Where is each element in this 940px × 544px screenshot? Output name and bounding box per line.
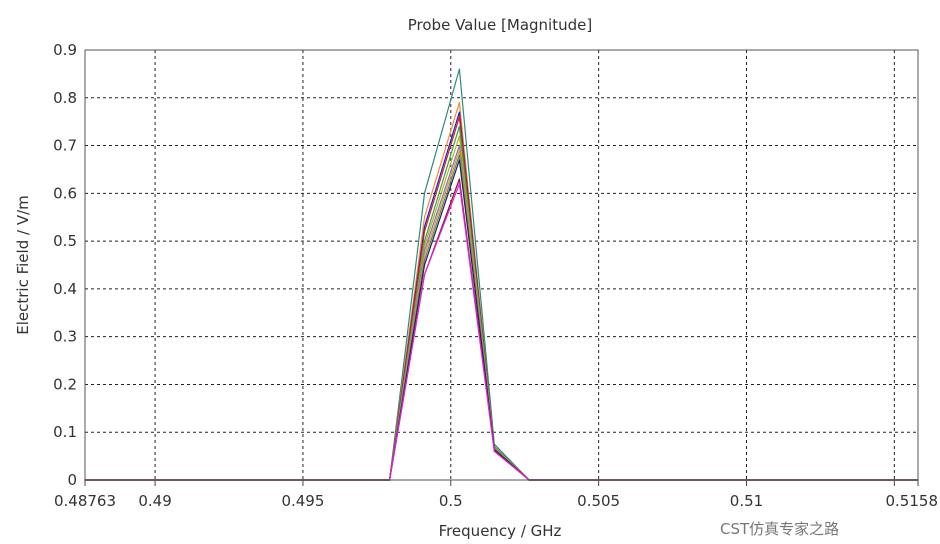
data-point xyxy=(493,450,495,452)
data-point xyxy=(458,159,460,161)
x-tick-label: 0.495 xyxy=(281,492,324,510)
series-line-7 xyxy=(85,145,918,481)
y-tick-label: 0.1 xyxy=(53,423,77,441)
y-tick-label: 0.8 xyxy=(53,89,77,107)
data-point xyxy=(423,259,426,261)
data-point xyxy=(458,135,460,137)
data-point xyxy=(458,178,460,180)
data-point xyxy=(423,230,426,233)
data-point xyxy=(458,116,460,118)
watermark: CST仿真专家之路 xyxy=(720,520,839,538)
data-point xyxy=(458,68,460,70)
data-point xyxy=(423,192,426,194)
data-point xyxy=(423,240,426,242)
series-line-2 xyxy=(85,102,918,481)
data-point xyxy=(423,254,426,257)
series-line-12 xyxy=(85,183,918,481)
data-point xyxy=(458,101,460,104)
data-point xyxy=(458,144,460,147)
data-point xyxy=(423,216,426,218)
x-tick-label: 0.505 xyxy=(577,492,620,510)
data-point xyxy=(458,154,460,156)
y-tick-label: 0.6 xyxy=(53,184,77,202)
x-axis-label: Frequency / GHz xyxy=(439,522,562,540)
data-point xyxy=(423,250,426,252)
series-line-9 xyxy=(85,154,918,481)
series-line-6 xyxy=(85,135,918,481)
series-line-11 xyxy=(85,178,918,481)
data-point xyxy=(423,226,426,228)
chart-title: Probe Value [Magnitude] xyxy=(408,16,592,34)
x-tick-label: 0.5158 xyxy=(886,492,939,510)
series-lines xyxy=(84,68,919,481)
plot-frame xyxy=(84,49,919,481)
ticks: 0 0.1 0.2 0.3 0.4 0.5 0.6 0.7 0.8 0.9 0.48763 0.49 0… xyxy=(53,41,938,510)
series-line-5 xyxy=(85,126,918,481)
x-tick-label: 0.48763 xyxy=(54,492,116,510)
x-tick-label: 0.49 xyxy=(138,492,171,510)
data-point xyxy=(458,183,460,185)
data-point xyxy=(423,245,426,247)
data-point xyxy=(458,149,460,151)
data-point xyxy=(458,111,460,113)
data-point xyxy=(458,125,460,128)
y-tick-label: 0.4 xyxy=(53,280,77,298)
x-tick-label: 0.5 xyxy=(439,492,463,510)
series-line-8 xyxy=(85,150,918,481)
y-tick-label: 0.7 xyxy=(53,137,77,155)
y-tick-label: 0.3 xyxy=(53,328,77,346)
series-line-1 xyxy=(85,68,918,481)
data-point xyxy=(423,273,426,276)
x-tick-label: 0.51 xyxy=(730,492,763,510)
y-tick-label: 0.5 xyxy=(53,232,77,250)
y-tick-label: 0.2 xyxy=(53,375,77,393)
series-line-4 xyxy=(85,116,918,481)
y-tick-label: 0 xyxy=(67,471,77,489)
y-axis-label: Electric Field / V/m xyxy=(14,195,32,335)
y-tick-label: 0.9 xyxy=(53,41,77,59)
grid xyxy=(85,50,918,480)
data-point xyxy=(423,264,426,266)
series-line-3 xyxy=(85,111,918,481)
